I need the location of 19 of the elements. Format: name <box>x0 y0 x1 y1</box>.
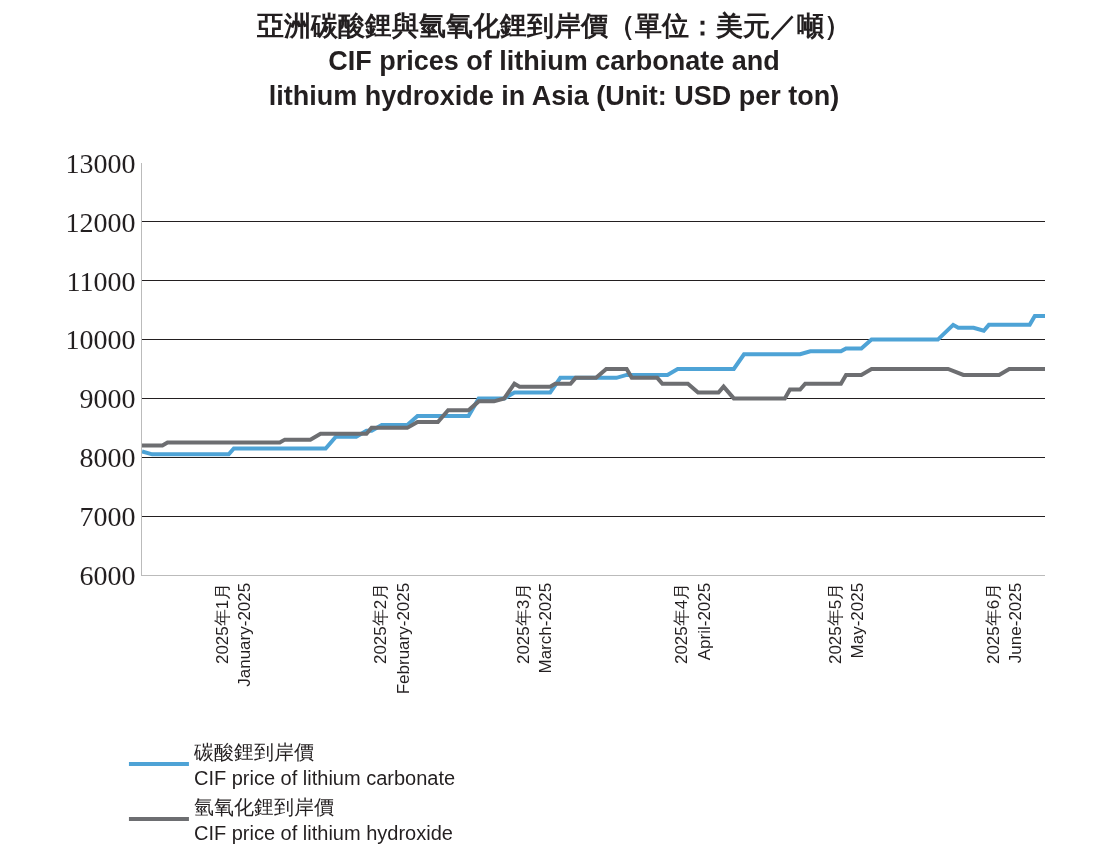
y-tick-label: 8000 <box>79 442 136 474</box>
line-series <box>142 314 1045 457</box>
x-tick-label: 2025年1月 January-2025 <box>213 582 255 687</box>
x-tick-label: 2025年5月 May-2025 <box>825 582 867 665</box>
line-series <box>142 367 1045 448</box>
legend-label: 氫氧化鋰到岸價 CIF price of lithium hydroxide <box>193 795 453 844</box>
y-tick-label: 9000 <box>79 383 136 415</box>
y-tick-label: 7000 <box>79 500 136 532</box>
y-tick-label: 6000 <box>79 559 136 591</box>
x-tick-label: 2025年2月 February-2025 <box>371 582 413 695</box>
y-tick-label: 10000 <box>65 324 136 356</box>
x-tick-label: 2025年4月 April-2025 <box>672 582 714 665</box>
chart-title: 亞洲碳酸鋰與氫氧化鋰到岸價（單位：美元／噸） CIF prices of lithium carbonate and lithium hydroxide in Asia (Unit: USD per ton) <box>256 10 851 111</box>
legend-label: 碳酸鋰到岸價 CIF price of lithium carbonate <box>192 740 456 789</box>
y-tick-label: 11000 <box>66 265 136 297</box>
y-tick-label: 13000 <box>65 147 136 179</box>
y-tick-label: 12000 <box>65 206 136 238</box>
x-tick-label: 2025年3月 March-2025 <box>514 582 556 674</box>
x-tick-label: 2025年6月 June-2025 <box>983 582 1025 665</box>
